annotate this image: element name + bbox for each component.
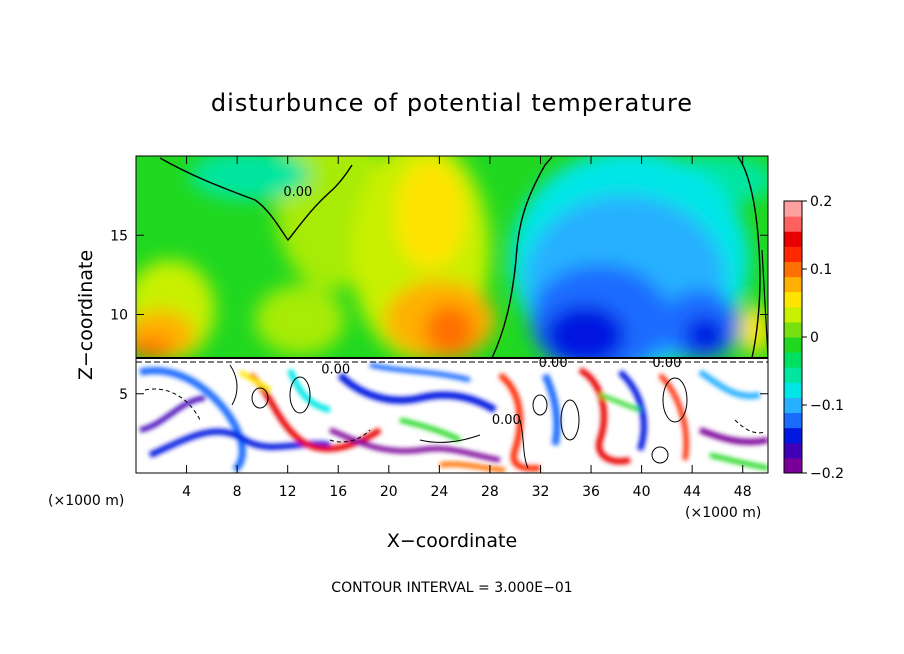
x-tick-label: 28 <box>481 484 499 500</box>
x-tick-label: 8 <box>233 484 242 500</box>
colorbar-swatch <box>784 367 802 383</box>
x-tick-label: 16 <box>329 484 347 500</box>
x-tick-label: 24 <box>430 484 448 500</box>
colorbar-swatch <box>784 246 802 262</box>
colorbar-swatch <box>784 352 802 368</box>
colorbar-swatch <box>784 397 802 414</box>
contour-label: 0.00 <box>321 362 350 377</box>
colorbar-swatch <box>784 337 802 353</box>
contour-label: 0.00 <box>283 185 312 200</box>
x-axis-label: X−coordinate <box>387 530 517 552</box>
x-tick-label: 12 <box>279 484 297 500</box>
colorbar-swatch <box>784 201 802 217</box>
x-tick-label: 48 <box>734 484 752 500</box>
y-tick-label: 10 <box>110 308 128 324</box>
colorbar-tick-label: 0.2 <box>810 194 832 210</box>
colorbar-tick-label: −0.1 <box>810 398 844 414</box>
x-tick-label: 44 <box>683 484 701 500</box>
colorbar-swatch <box>784 216 802 232</box>
colorbar: 0.2 0.1 0 −0.1 −0.2 <box>783 194 844 482</box>
colorbar-swatch <box>784 412 802 429</box>
x-unit-left: (×1000 m) <box>48 493 124 509</box>
tropopause-line <box>136 357 768 363</box>
x-tick-label: 36 <box>582 484 600 500</box>
contour-interval-note: CONTOUR INTERVAL = 3.000E−01 <box>331 580 572 596</box>
colorbar-swatch <box>784 442 802 459</box>
colorbar-swatch <box>784 382 802 398</box>
colorbar-swatch <box>784 276 802 293</box>
contour-label: 0.00 <box>652 356 681 371</box>
lower-field <box>136 359 768 473</box>
colorbar-swatch <box>784 457 802 474</box>
contour-label: 0.00 <box>492 413 521 428</box>
y-axis-label: Z−coordinate <box>75 250 97 380</box>
chart-title: disturbunce of potential temperature <box>211 89 693 117</box>
colorbar-swatch <box>784 261 802 278</box>
x-axis: 4 8 12 16 20 24 28 32 36 40 44 48 <box>182 156 752 500</box>
y-axis: 5 10 15 <box>110 228 768 403</box>
x-tick-label: 40 <box>633 484 651 500</box>
x-tick-label: 20 <box>380 484 398 500</box>
contour-label: 0.00 <box>539 356 568 371</box>
y-tick-label: 15 <box>110 228 128 244</box>
x-tick-label: 32 <box>532 484 550 500</box>
colorbar-tick-label: 0 <box>810 330 819 346</box>
colorbar-swatch <box>784 321 802 338</box>
colorbar-swatch <box>784 306 802 323</box>
y-tick-label: 5 <box>119 387 128 403</box>
colorbar-swatch <box>784 427 802 444</box>
colorbar-tick-label: −0.2 <box>810 466 844 482</box>
x-tick-label: 4 <box>182 484 191 500</box>
colorbar-tick-label: 0.1 <box>810 262 832 278</box>
colorbar-swatch <box>784 291 802 308</box>
colorbar-swatch <box>784 231 802 247</box>
upper-field <box>136 156 768 359</box>
x-unit-right: (×1000 m) <box>685 505 761 521</box>
